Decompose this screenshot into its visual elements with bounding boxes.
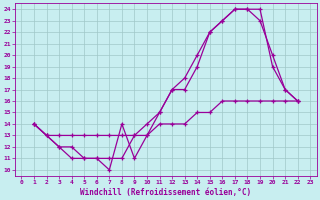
X-axis label: Windchill (Refroidissement éolien,°C): Windchill (Refroidissement éolien,°C) (80, 188, 252, 197)
